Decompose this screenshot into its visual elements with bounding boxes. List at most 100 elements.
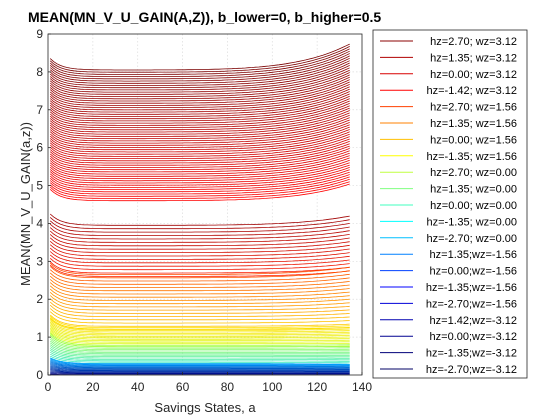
series-line <box>49 272 350 285</box>
series-line <box>49 342 350 353</box>
series-line <box>49 143 350 164</box>
series-line <box>49 257 350 271</box>
series-line <box>50 353 350 362</box>
series-line <box>49 285 350 298</box>
series-line <box>49 350 350 359</box>
series-line <box>49 174 350 193</box>
legend-entry-label: hz=-1.35; wz=0.00 <box>426 216 517 228</box>
series-line <box>49 220 350 233</box>
series-line <box>49 324 350 337</box>
series-line <box>49 131 350 153</box>
legend-entry-label: hz=0.00;wz=-1.56 <box>430 266 517 278</box>
series-line <box>49 240 350 254</box>
series-line <box>49 152 350 173</box>
series-line <box>49 254 350 267</box>
series-line <box>49 292 350 305</box>
series-line <box>49 159 350 179</box>
series-line <box>49 336 350 349</box>
chart-title: MEAN(MN_V_U_GAIN(A,Z)), b_lower=0, b_hig… <box>28 9 381 25</box>
series-line <box>49 230 350 243</box>
series-line <box>49 57 350 84</box>
series-line <box>49 247 350 260</box>
series-line <box>49 110 350 133</box>
series-line <box>49 169 350 188</box>
series-line <box>49 103 350 126</box>
series-line <box>49 124 350 146</box>
legend: hz=2.70; wz=3.12 hz=1.35; wz=3.12 hz=0.00;… <box>372 29 528 379</box>
series-line <box>50 370 350 374</box>
series-line <box>49 298 350 311</box>
series-line <box>49 122 350 144</box>
series-line <box>49 67 350 93</box>
series-line <box>49 65 350 91</box>
legend-entry-label: hz=0.00; wz=3.12 <box>430 69 517 81</box>
legend-entry-label: hz=-2.70; wz=0.00 <box>426 233 517 245</box>
y-tick-label: 0 <box>36 368 43 382</box>
series-line <box>49 140 350 162</box>
y-tick-label: 5 <box>36 179 43 193</box>
series-line <box>49 84 350 108</box>
y-tick-label: 6 <box>36 141 43 155</box>
series-line <box>49 98 350 122</box>
series-line <box>49 321 350 334</box>
series-line <box>49 157 350 177</box>
series-line <box>49 62 350 89</box>
axis-ticks: 0 20 40 60 80 100 120 140 0 1 2 3 4 5 6 7 8 9 <box>36 27 372 394</box>
series-line <box>50 358 350 366</box>
series-line <box>49 346 350 356</box>
y-tick-label: 1 <box>36 330 43 344</box>
series-line <box>50 355 350 364</box>
series-line <box>49 176 350 195</box>
series-line <box>49 264 350 277</box>
series-line <box>49 344 350 355</box>
legend-entry-label: hz=1.42;wz=-3.12 <box>430 315 517 327</box>
x-tick-label: 120 <box>307 380 327 394</box>
x-tick-label: 100 <box>262 380 282 394</box>
series-line <box>50 368 350 372</box>
series-line <box>49 266 350 279</box>
x-tick-label: 20 <box>86 380 100 394</box>
series-line <box>49 295 350 308</box>
series-line <box>49 114 350 137</box>
series-line <box>50 364 350 369</box>
series-line <box>49 331 350 345</box>
series-line <box>49 126 350 148</box>
series-line <box>49 100 350 124</box>
legend-entry-label: hz=0.00; wz=0.00 <box>430 200 517 212</box>
series-line <box>49 53 350 80</box>
series-line <box>49 282 350 295</box>
series-line <box>49 269 350 282</box>
series-line <box>49 133 350 155</box>
series-line <box>49 275 350 288</box>
series-line <box>49 167 350 186</box>
series-line <box>49 117 350 140</box>
y-tick-label: 4 <box>36 216 43 230</box>
series-line <box>49 60 350 86</box>
series-line <box>50 371 350 374</box>
series-line <box>49 148 350 168</box>
series-line <box>49 261 350 274</box>
series-line <box>49 348 350 358</box>
series-line <box>49 50 350 77</box>
x-tick-label: 60 <box>176 380 190 394</box>
series-line <box>49 79 350 104</box>
series-line <box>49 91 350 115</box>
series-line <box>49 119 350 142</box>
series-line <box>49 251 350 264</box>
legend-entry-label: hz=-2.70;wz=-1.56 <box>426 298 517 310</box>
series-line <box>49 105 350 128</box>
series-line <box>49 314 350 327</box>
y-axis-label: MEAN(MN_V_U_GAIN(a,z)) <box>18 122 33 286</box>
series-line <box>49 150 350 171</box>
series-line <box>49 138 350 160</box>
series-line <box>49 223 350 237</box>
series-line <box>50 369 350 373</box>
series-line <box>49 213 350 226</box>
series-line <box>49 338 350 351</box>
series-line <box>49 217 350 230</box>
series-line <box>49 329 350 342</box>
series-line <box>49 318 350 331</box>
legend-entry-label: hz=-1.35;wz=-1.56 <box>426 282 517 294</box>
legend-entry-label: hz=0.00;wz=-3.12 <box>430 331 517 343</box>
